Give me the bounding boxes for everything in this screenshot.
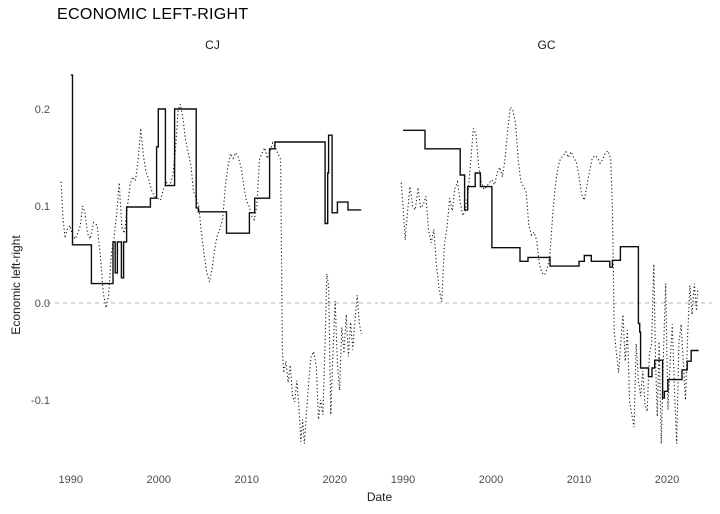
x-tick-label: 1990 <box>59 474 83 486</box>
x-tick-label: 2010 <box>235 474 259 486</box>
chart-title: ECONOMIC LEFT-RIGHT <box>57 6 249 23</box>
dotted-series-gc <box>400 105 699 444</box>
x-axis-title: Date <box>366 490 393 504</box>
x-tick-label: 2000 <box>479 474 503 486</box>
solid-step-series-cj <box>70 74 362 285</box>
y-tick-label: -0.1 <box>31 395 50 407</box>
x-tick-label: 2020 <box>323 474 347 486</box>
dotted-series-cj <box>60 104 363 444</box>
y-tick-label: 0.0 <box>35 298 50 310</box>
y-tick-label: 0.2 <box>35 104 50 116</box>
x-tick-label: 2020 <box>655 474 679 486</box>
y-tick-label: 0.1 <box>35 201 50 213</box>
facet-label-gc: GC <box>537 38 556 52</box>
solid-step-series-gc <box>403 129 699 399</box>
x-tick-label: 1990 <box>391 474 415 486</box>
facet-label-cj: CJ <box>205 38 220 52</box>
x-tick-label: 2010 <box>567 474 591 486</box>
x-tick-label: 2000 <box>147 474 171 486</box>
